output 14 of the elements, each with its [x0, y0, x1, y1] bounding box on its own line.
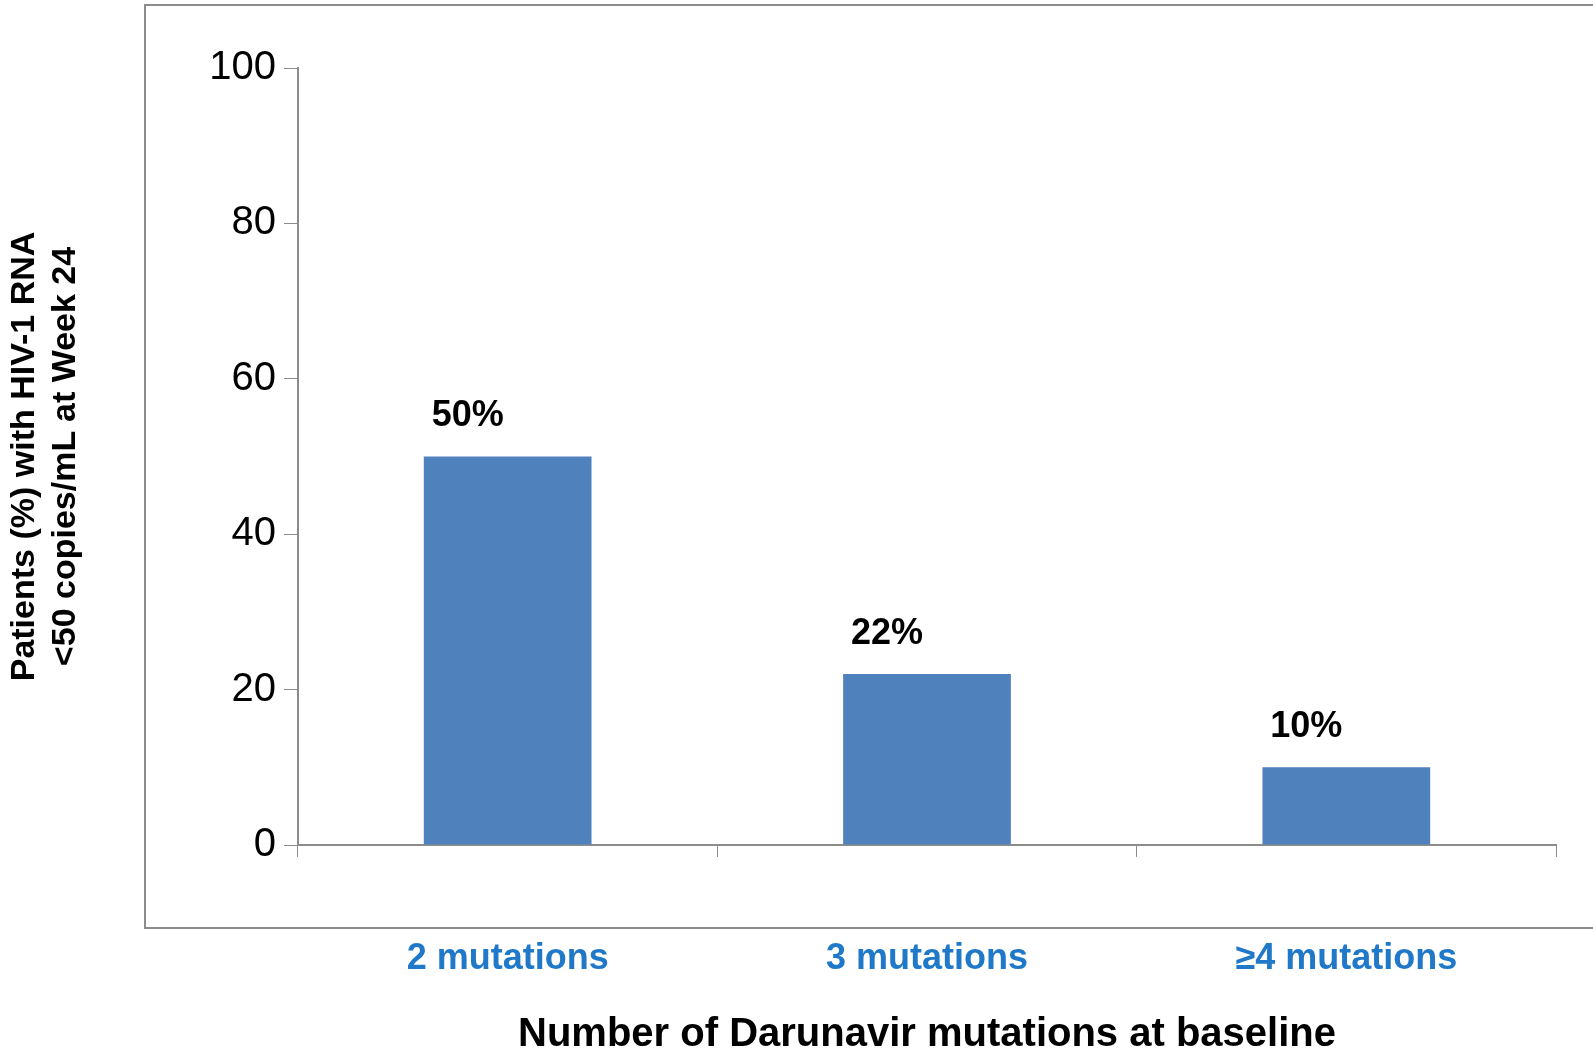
- y-tick-label: 80: [231, 198, 276, 243]
- x-axis-title: Number of Darunavir mutations at baseline: [518, 1010, 1336, 1055]
- x-tick-label: 2 mutations: [406, 935, 609, 977]
- data-label: 50%: [431, 393, 504, 435]
- y-tick-label: 0: [253, 820, 276, 865]
- y-tick-label: 40: [231, 509, 276, 554]
- y-tick-label: 60: [231, 353, 276, 398]
- y-axis-title: Patients (%) with HIV-1 RNA <50 copies/mL at Week 24: [2, 231, 82, 682]
- y-tick-label: 20: [231, 664, 276, 709]
- y-tick-label: 100: [209, 43, 276, 88]
- x-tick-label: 3 mutations: [825, 935, 1029, 977]
- data-label: 22%: [850, 610, 924, 652]
- x-tick-label: ≥4 mutations: [1235, 935, 1458, 977]
- data-label: 10%: [1270, 704, 1343, 746]
